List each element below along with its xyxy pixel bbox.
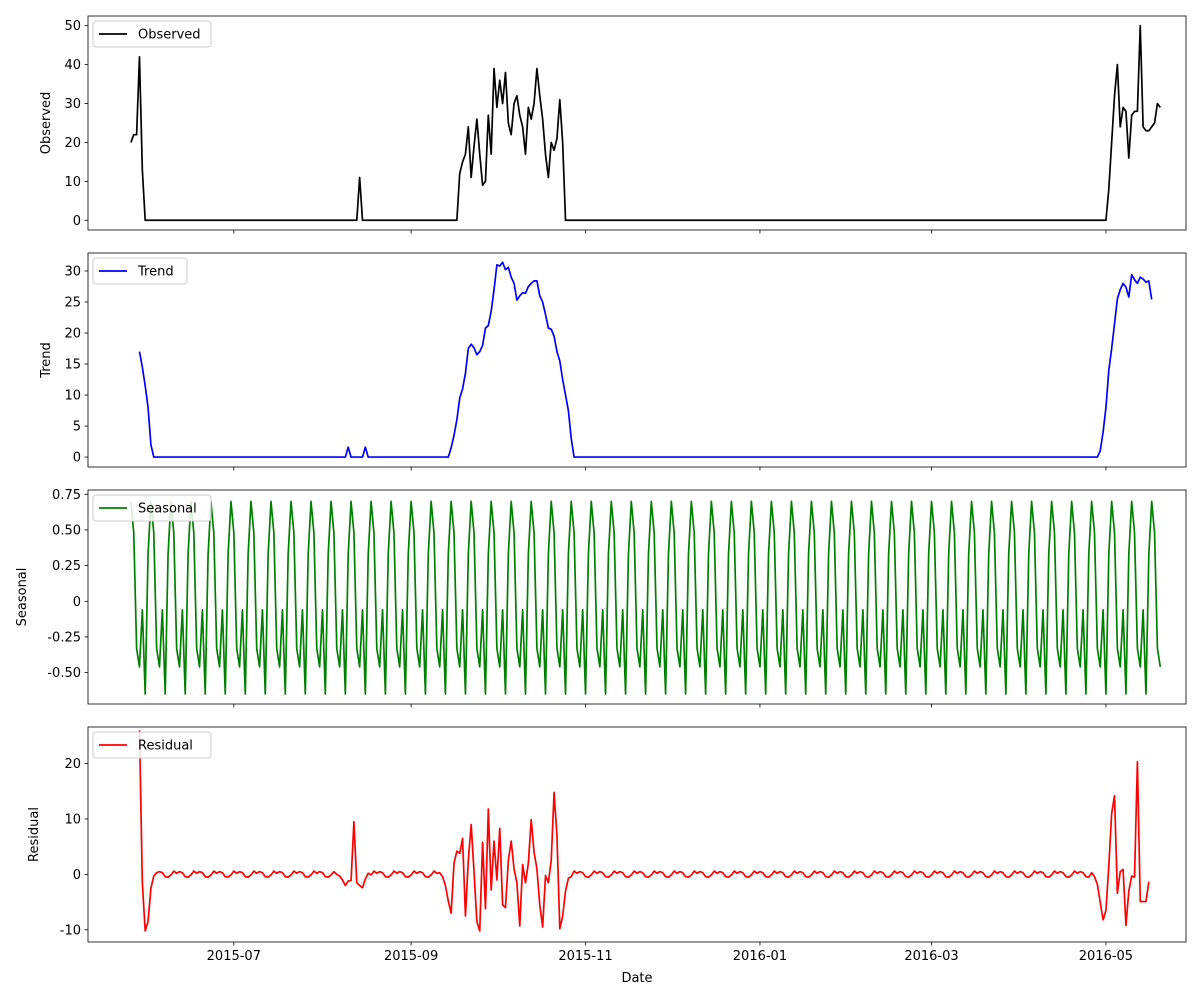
- y-tick-label: 5: [73, 420, 81, 435]
- y-tick-label: -0.25: [47, 630, 81, 645]
- y-tick-label: 0.50: [52, 523, 81, 538]
- legend-box: [92, 494, 212, 522]
- x-tick-label: 2016-03: [904, 949, 958, 964]
- plot-frame: [87, 489, 1187, 705]
- y-tick-label: 0.75: [52, 488, 81, 503]
- panel-trend: 0 5 10 15 20 25 30 Trend Trend: [39, 252, 1187, 471]
- plot-frame: [87, 726, 1187, 943]
- y-tick-label: 0: [73, 868, 81, 883]
- y-tick-label: 15: [64, 358, 81, 373]
- legend-seasonal: Seasonal: [92, 494, 212, 522]
- y-tick-label: 30: [64, 97, 81, 112]
- y-tick-label: 20: [64, 757, 81, 772]
- y-tick-label: 0: [73, 214, 81, 229]
- y-tick-label: 20: [64, 136, 81, 151]
- y-tick-label: 50: [64, 19, 81, 34]
- x-tick-label: 2015-09: [384, 949, 438, 964]
- y-axis-title: Seasonal: [15, 568, 30, 627]
- x-tick-label: 2016-01: [733, 949, 787, 964]
- y-axis-title: Trend: [39, 342, 54, 379]
- y-tick-label: 20: [64, 327, 81, 342]
- x-tick-label: 2015-07: [207, 949, 261, 964]
- series-line-residual: [138, 730, 1150, 932]
- y-tick-label: -0.50: [47, 666, 81, 681]
- x-tick-label: 2016-05: [1079, 949, 1133, 964]
- y-tick-label: 10: [64, 175, 81, 190]
- legend-label: Observed: [138, 28, 201, 43]
- y-tick-label: -10: [60, 923, 81, 938]
- plot-frame: [87, 15, 1187, 231]
- panel-residual: -10 0 10 20 2015-07 2015-09 2015-11 2016-01 2016…: [27, 726, 1187, 986]
- legend-trend: Trend: [92, 257, 188, 285]
- legend-label: Seasonal: [138, 502, 197, 517]
- panel-observed: 0 10 20 30 40 50 Observed Observed: [39, 15, 1187, 234]
- legend-label: Residual: [138, 739, 193, 754]
- y-tick-label: 0.25: [52, 559, 81, 574]
- legend-box: [92, 731, 212, 759]
- series-line-trend: [138, 261, 1153, 458]
- legend-residual: Residual: [92, 731, 212, 759]
- legend-box: [92, 257, 188, 285]
- y-tick-label: 25: [64, 296, 81, 311]
- series-line-seasonal: [130, 500, 1162, 695]
- legend-box: [92, 20, 212, 48]
- y-tick-label: 30: [64, 264, 81, 279]
- y-tick-label: 0: [73, 595, 81, 610]
- y-tick-label: 40: [64, 58, 81, 73]
- y-tick-label: 10: [64, 812, 81, 827]
- x-tick-label: 2015-11: [558, 949, 612, 964]
- legend-observed: Observed: [92, 20, 212, 48]
- plot-frame: [87, 252, 1187, 468]
- series-line-observed: [130, 24, 1161, 222]
- y-axis-title: Residual: [27, 807, 42, 862]
- panel-seasonal: -0.50 -0.25 0 0.25 0.50 0.75 Seasonal Seasonal: [15, 488, 1187, 708]
- legend-label: Trend: [137, 265, 174, 280]
- x-axis-title: Date: [621, 971, 652, 986]
- y-axis-title: Observed: [39, 92, 54, 155]
- y-tick-label: 10: [64, 389, 81, 404]
- y-tick-label: 0: [73, 451, 81, 466]
